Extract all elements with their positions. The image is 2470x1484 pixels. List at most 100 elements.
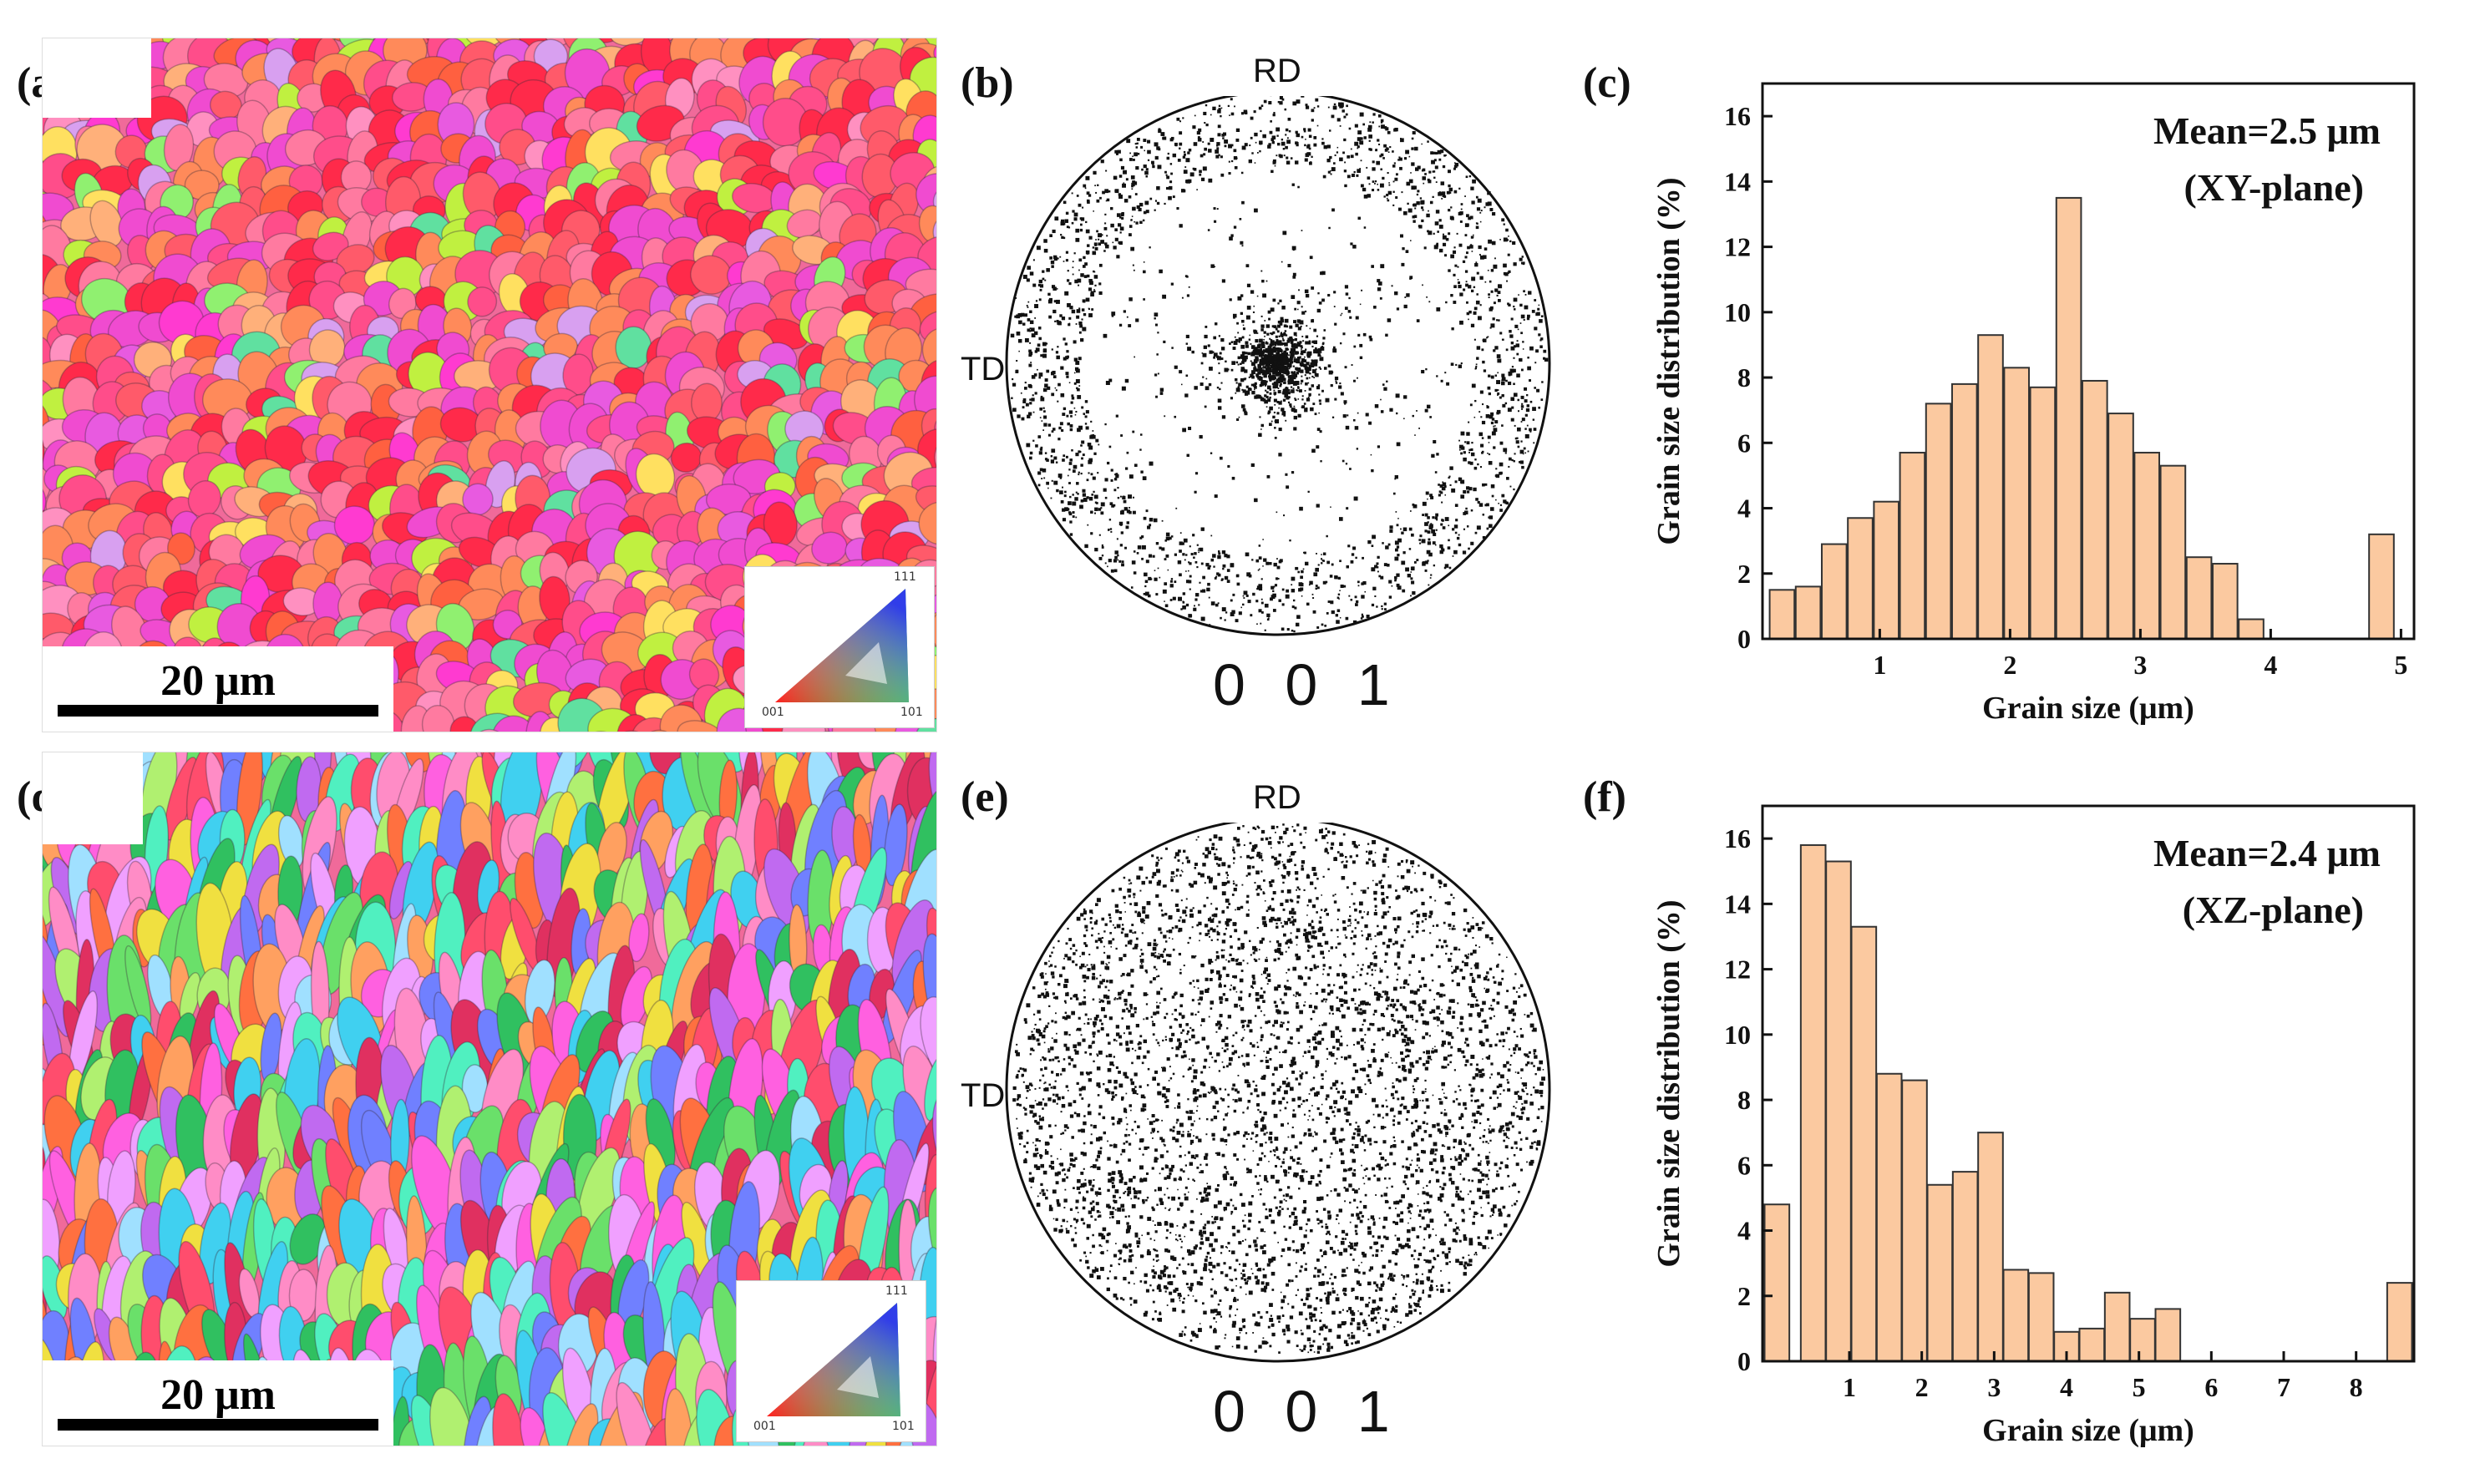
bar-1-8 [1977, 1132, 2004, 1362]
y-tick-label: 12 [1724, 232, 1751, 262]
x-axis-title: Grain size (μm) [1982, 1413, 2194, 1448]
scale-bar-label: 20 μm [160, 1371, 276, 1419]
x-tick-label: 6 [2204, 1372, 2218, 1402]
y-tick-label: 6 [1737, 1150, 1751, 1180]
td-label: TD [961, 1077, 1006, 1114]
bar-0-5 [1899, 452, 1926, 640]
x-tick-label: 5 [2133, 1372, 2146, 1402]
pole-figure-xz: RD TD 0 0 1 [961, 772, 1595, 1457]
ipf-triangle-icon [775, 589, 909, 702]
bar-0-18 [2238, 618, 2265, 641]
bar-0-21 [2368, 533, 2395, 641]
y-tick-label: 14 [1724, 166, 1751, 196]
x-tick-label: 4 [2060, 1372, 2073, 1402]
x-tick-label: 5 [2394, 650, 2407, 680]
x-tick-label: 8 [2350, 1372, 2363, 1402]
rd-label: RD [1253, 53, 1301, 89]
x-tick-label: 2 [2003, 650, 2016, 680]
bar-1-5 [1901, 1079, 1928, 1362]
x-tick-label: 4 [2264, 650, 2277, 680]
x-axis-title: Grain size (μm) [1982, 691, 2194, 726]
ipf-legend-xz: 111 001 101 [736, 1280, 926, 1442]
plot-frame [1761, 82, 2416, 641]
ipf-label-111: 111 [894, 570, 916, 584]
pole-index: 0 0 1 [1213, 652, 1402, 717]
bar-1-0 [1763, 1203, 1791, 1362]
x-tick-label: 3 [1987, 1372, 2001, 1402]
plane-annotation: (XZ-plane) [2183, 889, 2364, 931]
bar-0-8 [1977, 334, 2004, 640]
bar-0-4 [1873, 500, 1900, 640]
y-tick-label: 6 [1737, 428, 1751, 458]
scale-bar-label: 20 μm [160, 657, 276, 705]
mean-annotation: Mean=2.4 μm [2153, 832, 2381, 874]
y-tick-label: 0 [1737, 1346, 1751, 1376]
bar-1-13 [2103, 1291, 2131, 1363]
scale-bar-line [58, 1419, 378, 1431]
y-tick-label: 10 [1724, 1020, 1751, 1050]
ipf-label-001: 001 [762, 706, 784, 719]
pole-index: 0 0 1 [1213, 1379, 1402, 1444]
y-tick-label: 12 [1724, 955, 1751, 985]
ipf-label-101: 101 [892, 1420, 915, 1433]
x-tick-label: 3 [2133, 650, 2147, 680]
bar-1-10 [2027, 1272, 2055, 1362]
bar-1-3 [1850, 925, 1878, 1362]
bar-0-2 [1820, 543, 1848, 641]
bar-0-15 [2159, 464, 2187, 641]
rd-label: RD [1253, 779, 1301, 816]
grain-map-xy-graphic [43, 38, 936, 732]
x-tick-label: 1 [1873, 650, 1886, 680]
bar-0-16 [2185, 556, 2213, 640]
bar-1-7 [1951, 1171, 1979, 1362]
bar-0-11 [2055, 196, 2082, 641]
bar-1-1 [1799, 843, 1827, 1363]
y-tick-label: 2 [1737, 559, 1751, 589]
y-tick-label: 4 [1737, 1216, 1751, 1246]
y-tick-label: 16 [1724, 823, 1751, 853]
pole-figure-xy: RD TD 0 0 1 [961, 46, 1595, 731]
x-tick-label: 2 [1915, 1372, 1929, 1402]
bar-1-4 [1875, 1072, 1903, 1362]
bar-0-10 [2029, 386, 2057, 640]
bar-0-1 [1794, 585, 1822, 640]
bar-0-13 [2107, 413, 2134, 640]
pole-figure-graphic [1005, 96, 1551, 636]
plot-frame [1761, 804, 2416, 1363]
x-tick-label: 7 [2277, 1372, 2290, 1402]
y-tick-label: 0 [1737, 624, 1751, 654]
scale-bar-xz: 20 μm [43, 1360, 393, 1446]
y-tick-label: 8 [1737, 1085, 1751, 1115]
ipf-triangle-icon [767, 1303, 900, 1416]
y-tick-label: 4 [1737, 494, 1751, 524]
y-tick-label: 14 [1724, 889, 1751, 919]
panel-label-b: (b) [961, 59, 1014, 107]
bar-0-7 [1950, 382, 1978, 640]
td-label: TD [961, 351, 1006, 387]
x-tick-label: 1 [1843, 1372, 1856, 1402]
mean-annotation: Mean=2.5 μm [2153, 109, 2381, 152]
bar-1-6 [1926, 1183, 1954, 1362]
y-axis-title: Grain size distribution (%) [1651, 177, 1686, 544]
histogram-xy: 0 2 4 6 8 10 12 14 16 1 2 3 4 5 Grain size (μm) Grain s… [1637, 67, 2439, 735]
bar-1-15 [2154, 1308, 2182, 1362]
bar-0-14 [2133, 452, 2161, 640]
y-tick-label: 8 [1737, 362, 1751, 393]
ebsd-map-xy: 20 μm 111 001 101 [42, 38, 937, 732]
ipf-label-111: 111 [885, 1284, 908, 1298]
scale-bar-xy: 20 μm [43, 646, 393, 732]
grain-map-xz-graphic [43, 752, 936, 1446]
plane-annotation: (XY-plane) [2183, 166, 2364, 209]
bar-1-19 [2386, 1282, 2413, 1363]
panel-label-f: (f) [1583, 773, 1626, 821]
panel-label-e: (e) [961, 773, 1009, 821]
y-axis-title: Grain size distribution (%) [1651, 899, 1686, 1267]
ebsd-map-xz: 20 μm 111 001 101 [42, 752, 937, 1446]
bar-0-12 [2081, 379, 2108, 640]
panel-label-c: (c) [1583, 59, 1631, 107]
ipf-label-001: 001 [753, 1420, 776, 1433]
bar-1-14 [2129, 1318, 2156, 1362]
bar-0-6 [1925, 403, 1952, 640]
